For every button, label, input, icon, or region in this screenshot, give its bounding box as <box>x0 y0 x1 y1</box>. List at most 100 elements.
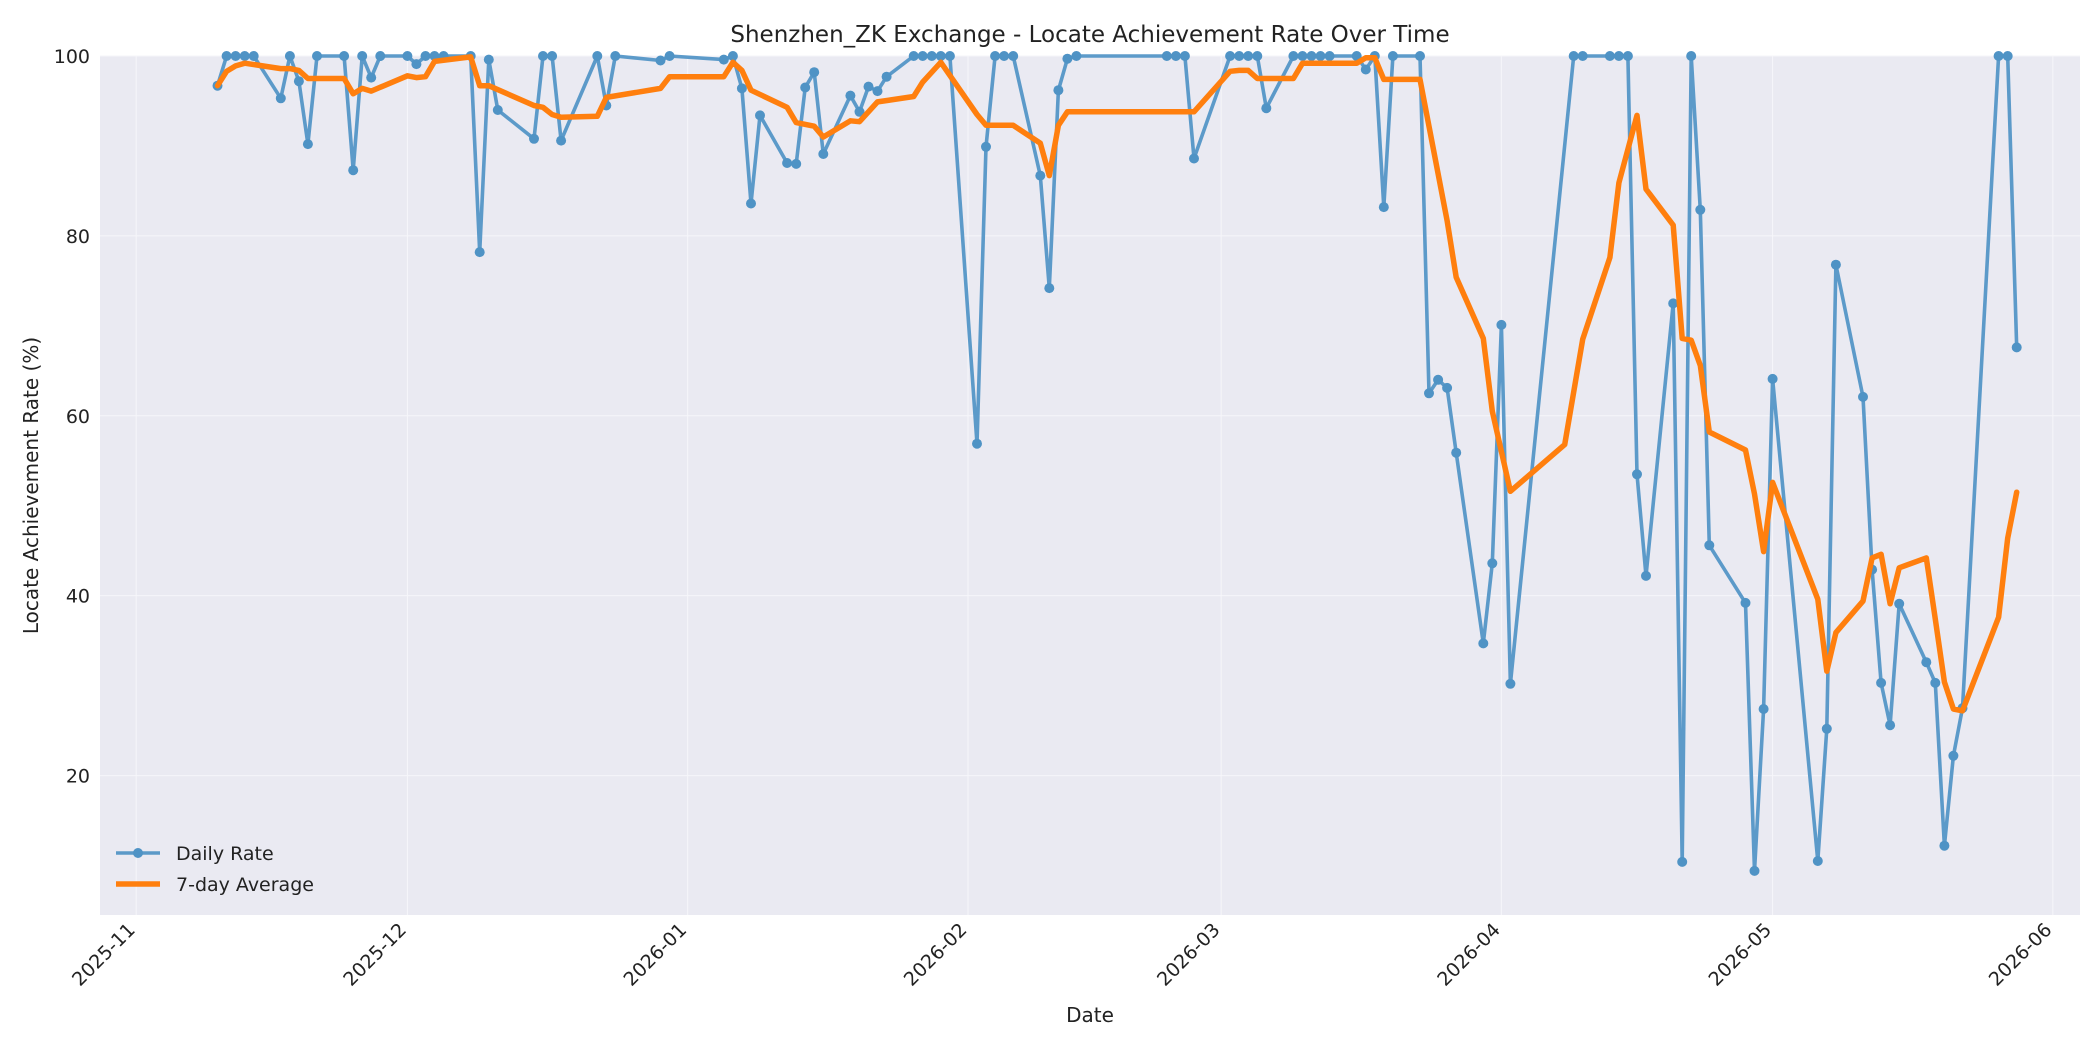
x-tick-label: 2026-03 <box>1153 919 1225 991</box>
data-point-daily-rate <box>1686 51 1697 61</box>
data-point-daily-rate <box>1885 720 1896 731</box>
data-point-daily-rate <box>746 198 756 209</box>
data-point-daily-rate <box>1170 51 1181 61</box>
data-point-daily-rate <box>881 71 892 82</box>
data-point-daily-rate <box>1641 570 1651 581</box>
data-point-daily-rate <box>1189 153 1199 164</box>
data-point-daily-rate <box>230 51 241 61</box>
data-point-daily-rate <box>474 247 485 258</box>
data-point-daily-rate <box>1234 51 1245 61</box>
data-point-daily-rate <box>990 51 1001 61</box>
x-tick-label: 2025-11 <box>68 919 140 991</box>
data-point-daily-rate <box>1351 51 1362 61</box>
data-point-daily-rate <box>800 82 811 93</box>
data-point-daily-rate <box>402 51 413 61</box>
data-point-daily-rate <box>972 438 982 449</box>
data-point-daily-rate <box>1632 469 1642 480</box>
x-tick-label: 2026-04 <box>1433 919 1505 991</box>
chart-title: Shenzhen_ZK Exchange - Locate Achievemen… <box>730 22 1449 48</box>
y-tick-label: 80 <box>66 226 90 248</box>
data-point-daily-rate <box>1821 723 1832 734</box>
data-point-daily-rate <box>1668 298 1679 309</box>
y-tick-label: 60 <box>66 406 90 428</box>
legend-marker-daily-rate <box>133 848 143 858</box>
data-point-daily-rate <box>547 51 558 61</box>
data-point-daily-rate <box>845 90 856 101</box>
data-point-daily-rate <box>791 158 802 169</box>
data-point-daily-rate <box>999 51 1010 61</box>
data-point-daily-rate <box>529 133 539 144</box>
y-axis-label: Locate Achievement Rate (%) <box>19 337 43 634</box>
data-point-daily-rate <box>664 51 675 61</box>
legend-label-daily-rate: Daily Rate <box>176 843 274 865</box>
data-point-daily-rate <box>1360 64 1371 75</box>
data-point-daily-rate <box>293 76 304 87</box>
data-point-daily-rate <box>1243 51 1254 61</box>
data-point-daily-rate <box>1433 374 1444 385</box>
data-point-daily-rate <box>655 55 666 66</box>
data-point-daily-rate <box>1568 51 1579 61</box>
data-point-daily-rate <box>538 51 548 61</box>
grid-lines <box>100 55 2080 915</box>
x-tick-label: 2025-12 <box>339 919 411 991</box>
data-point-daily-rate <box>854 106 865 117</box>
data-point-daily-rate <box>1053 85 1064 96</box>
data-point-daily-rate <box>1758 704 1769 714</box>
data-point-daily-rate <box>248 51 259 61</box>
data-point-daily-rate <box>944 51 955 61</box>
data-point-daily-rate <box>1478 638 1489 649</box>
data-point-daily-rate <box>339 51 350 61</box>
data-point-daily-rate <box>718 54 729 65</box>
data-point-daily-rate <box>1297 51 1308 61</box>
data-point-daily-rate <box>863 81 874 92</box>
data-point-daily-rate <box>1740 597 1751 608</box>
legend: Daily Rate 7-day Average <box>116 843 314 896</box>
x-tick-label: 2026-05 <box>1704 919 1776 991</box>
data-point-daily-rate <box>1704 540 1715 551</box>
data-point-daily-rate <box>755 110 765 121</box>
data-point-daily-rate <box>2011 342 2022 353</box>
data-point-daily-rate <box>1378 202 1389 213</box>
data-point-daily-rate <box>1487 558 1498 569</box>
data-point-daily-rate <box>1948 750 1959 761</box>
data-point-daily-rate <box>872 86 883 97</box>
data-point-daily-rate <box>935 51 946 61</box>
data-point-daily-rate <box>818 149 829 159</box>
data-point-daily-rate <box>284 51 295 61</box>
data-point-daily-rate <box>1876 677 1887 688</box>
data-point-daily-rate <box>727 51 738 61</box>
data-point-daily-rate <box>1613 51 1624 61</box>
data-point-daily-rate <box>239 51 250 61</box>
data-point-daily-rate <box>492 105 503 115</box>
x-tick-label: 2026-02 <box>900 919 972 991</box>
data-point-daily-rate <box>1415 51 1425 61</box>
x-tick-label: 2026-06 <box>1985 919 2057 991</box>
data-point-daily-rate <box>1161 51 1172 61</box>
data-point-daily-rate <box>1496 319 1507 330</box>
data-point-daily-rate <box>1451 447 1462 458</box>
data-point-daily-rate <box>1324 51 1335 61</box>
data-point-daily-rate <box>1921 657 1932 668</box>
data-point-daily-rate <box>357 51 368 61</box>
data-point-daily-rate <box>736 83 747 94</box>
data-point-daily-rate <box>592 51 603 61</box>
data-point-daily-rate <box>1288 51 1299 61</box>
data-point-daily-rate <box>275 93 286 104</box>
data-point-daily-rate <box>1749 865 1760 876</box>
data-point-daily-rate <box>917 51 928 61</box>
data-point-daily-rate <box>1830 259 1841 270</box>
data-point-daily-rate <box>420 51 431 61</box>
data-point-daily-rate <box>1894 598 1905 609</box>
data-point-daily-rate <box>610 51 621 61</box>
data-point-daily-rate <box>926 51 937 61</box>
data-point-daily-rate <box>1044 283 1055 294</box>
data-point-daily-rate <box>1812 856 1823 866</box>
data-point-daily-rate <box>302 139 313 150</box>
data-point-daily-rate <box>1695 204 1706 215</box>
legend-label-7-day-average: 7-day Average <box>176 874 314 896</box>
data-point-daily-rate <box>1677 856 1688 867</box>
data-point-daily-rate <box>411 59 422 70</box>
data-point-daily-rate <box>1071 51 1082 61</box>
data-point-daily-rate <box>1387 51 1398 61</box>
data-point-daily-rate <box>348 165 359 176</box>
